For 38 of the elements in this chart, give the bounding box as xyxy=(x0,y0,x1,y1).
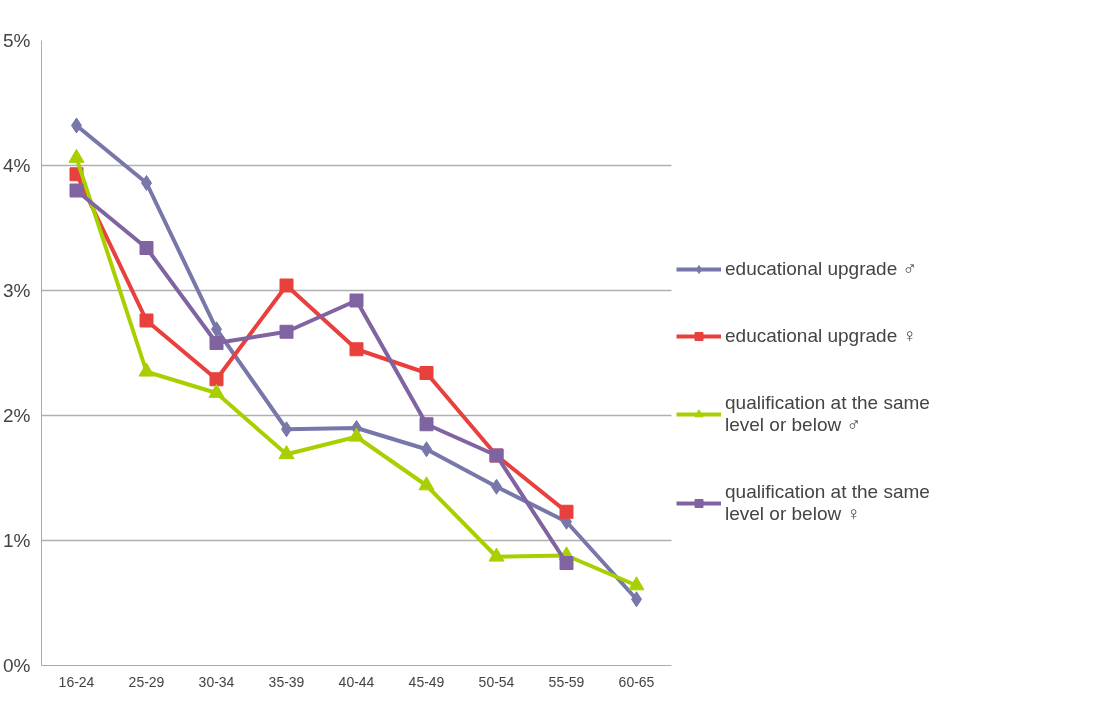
point xyxy=(138,362,155,377)
point xyxy=(279,324,294,339)
point xyxy=(139,241,154,255)
point xyxy=(349,293,364,308)
point xyxy=(349,342,364,357)
point xyxy=(209,336,224,350)
y-tick-label: 5% xyxy=(3,30,31,51)
point xyxy=(488,547,505,562)
x-tick-label: 45-49 xyxy=(408,673,445,690)
point xyxy=(419,366,434,380)
y-tick-label: 1% xyxy=(3,530,31,551)
point xyxy=(419,417,434,432)
x-tick-label: 16-24 xyxy=(58,673,95,690)
legend-label: educational upgrade ♀ xyxy=(725,325,917,347)
point xyxy=(559,556,574,570)
x-tick-label: 40-44 xyxy=(338,673,375,690)
x-tick-label: 55-59 xyxy=(548,673,585,690)
y-tick-label: 0% xyxy=(3,655,31,676)
y-tick-label: 2% xyxy=(3,405,31,426)
legend-label: qualification at the same level or below ♂ xyxy=(725,392,930,436)
point xyxy=(278,445,295,460)
y-tick-label: 4% xyxy=(3,155,31,176)
x-tick-label: 60-65 xyxy=(618,673,655,690)
point xyxy=(559,504,574,519)
x-tick-label: 50-54 xyxy=(478,673,515,690)
point xyxy=(69,183,84,198)
point xyxy=(279,278,294,293)
legend-label: qualification at the same level or below ♀ xyxy=(725,481,930,525)
x-tick-label: 25-29 xyxy=(128,673,165,690)
point xyxy=(209,372,224,387)
point xyxy=(348,427,365,442)
point xyxy=(139,313,154,328)
point xyxy=(628,576,645,591)
x-tick-label: 30-34 xyxy=(198,673,235,690)
legend-label: educational upgrade ♂ xyxy=(725,258,917,280)
x-tick-label: 35-39 xyxy=(268,673,305,690)
y-tick-label: 3% xyxy=(3,280,31,301)
point xyxy=(418,476,435,491)
